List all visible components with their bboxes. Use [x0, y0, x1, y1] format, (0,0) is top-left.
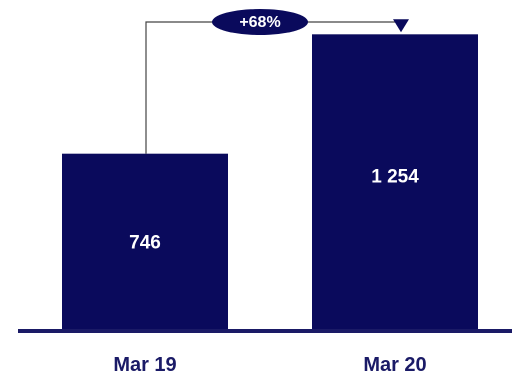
- bar-value-label: 1 254: [371, 166, 419, 187]
- category-label: Mar 19: [113, 354, 176, 376]
- category-labels: Mar 19 Mar 20: [113, 354, 426, 376]
- growth-badge: [212, 9, 308, 35]
- bar-value-label: 746: [129, 233, 161, 254]
- bars-group: 746 1 254: [62, 34, 478, 330]
- category-label: Mar 20: [363, 354, 426, 376]
- growth-annotation: +68%: [145, 9, 409, 154]
- bar-mar-20: [312, 34, 478, 330]
- growth-badge-text: +68%: [239, 14, 280, 31]
- growth-arrow-head: [393, 19, 409, 33]
- bar-mar-19: [62, 153, 228, 329]
